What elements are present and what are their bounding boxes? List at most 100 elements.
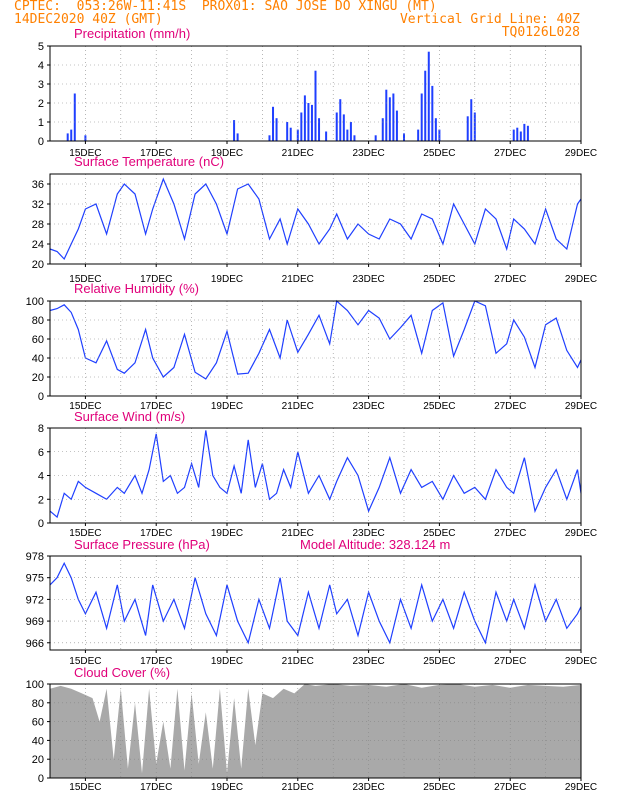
x-tick-label: 15DEC (69, 148, 101, 159)
series-line (49, 561, 582, 645)
y-tick-label: 966 (26, 638, 44, 650)
header-grid-note: Vertical Grid Line: 40Z (399, 12, 580, 27)
y-tick-label: 2 (38, 494, 44, 506)
y-tick-label: 32 (32, 199, 44, 211)
y-tick-label: 0 (38, 391, 44, 403)
x-tick-label: 19DEC (211, 528, 243, 539)
x-tick-label: 29DEC (565, 782, 597, 793)
precip-bar (289, 127, 292, 141)
precip-bar (310, 104, 313, 141)
panel-5: Surface Pressure (hPa) Model Altitude: 32… (26, 537, 597, 667)
precip-bar (392, 93, 395, 141)
x-tick-label: 27DEC (494, 401, 526, 412)
panel-title: Surface Temperature (nC) (74, 154, 224, 169)
y-tick-label: 2 (38, 98, 44, 110)
panel-frame (49, 555, 582, 651)
y-tick-label: 972 (26, 594, 44, 606)
precip-bar (417, 129, 420, 141)
x-tick-label: 17DEC (140, 401, 172, 412)
precip-bar (388, 97, 391, 141)
panel-4: Surface Wind (m/s) 0 2 4 6 8 15DEC 17DEC 19DEC 21… (38, 409, 597, 539)
x-tick-label: 21DEC (282, 401, 314, 412)
precip-bar (512, 129, 515, 141)
y-tick-label: 6 (38, 447, 44, 459)
panel-annotation: Model Altitude: 328.124 m (300, 537, 450, 552)
y-tick-label: 60 (32, 717, 44, 729)
precip-bar (70, 129, 73, 141)
precip-bar (303, 95, 306, 141)
precip-bar (434, 118, 437, 141)
y-tick-label: 20 (32, 259, 44, 271)
x-tick-label: 25DEC (423, 656, 455, 667)
precip-bar (73, 93, 76, 141)
y-tick-label: 0 (38, 773, 44, 785)
x-tick-label: 23DEC (352, 656, 384, 667)
x-tick-label: 25DEC (423, 401, 455, 412)
x-tick-label: 21DEC (282, 528, 314, 539)
precip-bar (353, 135, 356, 141)
x-tick-label: 17DEC (140, 656, 172, 667)
y-tick-label: 36 (32, 179, 44, 191)
x-tick-label: 17DEC (140, 148, 172, 159)
y-tick-label: 1 (38, 117, 44, 129)
precip-bar (346, 129, 349, 141)
precip-bar (300, 112, 303, 141)
y-tick-label: 20 (32, 372, 44, 384)
y-tick-label: 4 (38, 471, 44, 483)
y-tick-label: 3 (38, 79, 44, 91)
precip-bar (296, 129, 299, 141)
panel-title: Precipitation (mm/h) (74, 26, 190, 41)
panel-frame (49, 300, 582, 397)
x-tick-label: 21DEC (282, 656, 314, 667)
precip-bar (66, 133, 69, 141)
header-model-id: TQ0126L028 (501, 25, 580, 40)
panel-2: Surface Temperature (nC) 20 24 28 32 36 15DEC 1… (32, 154, 597, 285)
precip-bar (403, 133, 405, 141)
y-tick-label: 975 (26, 573, 44, 585)
x-tick-label: 15DEC (69, 528, 101, 539)
precip-bar (470, 99, 473, 141)
precip-bar (314, 70, 317, 141)
x-tick-label: 25DEC (423, 782, 455, 793)
precip-bar (381, 118, 384, 141)
precip-bar (275, 118, 278, 141)
x-tick-label: 17DEC (140, 274, 172, 285)
x-tick-label: 29DEC (565, 528, 597, 539)
precip-bar (335, 112, 338, 141)
y-tick-label: 40 (32, 353, 44, 365)
precip-bar (325, 131, 328, 141)
precip-bar (395, 110, 398, 141)
precip-bar (342, 114, 345, 141)
y-tick-label: 28 (32, 219, 44, 231)
precip-bar (349, 122, 352, 141)
panel-6: Cloud Cover (%) 0 20 40 60 80 100 15DEC 17DEC 19D… (26, 665, 597, 793)
x-tick-label: 23DEC (352, 148, 384, 159)
x-tick-label: 15DEC (69, 656, 101, 667)
x-tick-label: 19DEC (211, 656, 243, 667)
y-tick-label: 0 (38, 136, 44, 148)
y-tick-label: 60 (32, 334, 44, 346)
x-tick-label: 19DEC (211, 274, 243, 285)
x-tick-label: 23DEC (352, 274, 384, 285)
x-tick-label: 29DEC (565, 148, 597, 159)
y-tick-label: 8 (38, 423, 44, 435)
panel-title: Surface Wind (m/s) (74, 409, 185, 424)
precip-bar (523, 123, 526, 141)
x-tick-label: 19DEC (211, 401, 243, 412)
precip-bar (286, 122, 289, 141)
panel-frame (49, 683, 582, 779)
series-line (49, 177, 582, 261)
x-tick-label: 29DEC (565, 274, 597, 285)
x-tick-label: 25DEC (423, 528, 455, 539)
panel-frame (49, 427, 582, 524)
x-tick-label: 15DEC (69, 401, 101, 412)
x-tick-label: 25DEC (423, 274, 455, 285)
panel-title: Surface Pressure (hPa) (74, 537, 210, 552)
precip-bar (420, 93, 423, 141)
x-tick-label: 21DEC (282, 148, 314, 159)
precip-bar (233, 120, 236, 141)
precip-bar (307, 103, 310, 141)
precip-bar (431, 85, 434, 141)
header-date: 14DEC2020 40Z (GMT) (14, 12, 163, 27)
panel-frame (49, 45, 582, 142)
